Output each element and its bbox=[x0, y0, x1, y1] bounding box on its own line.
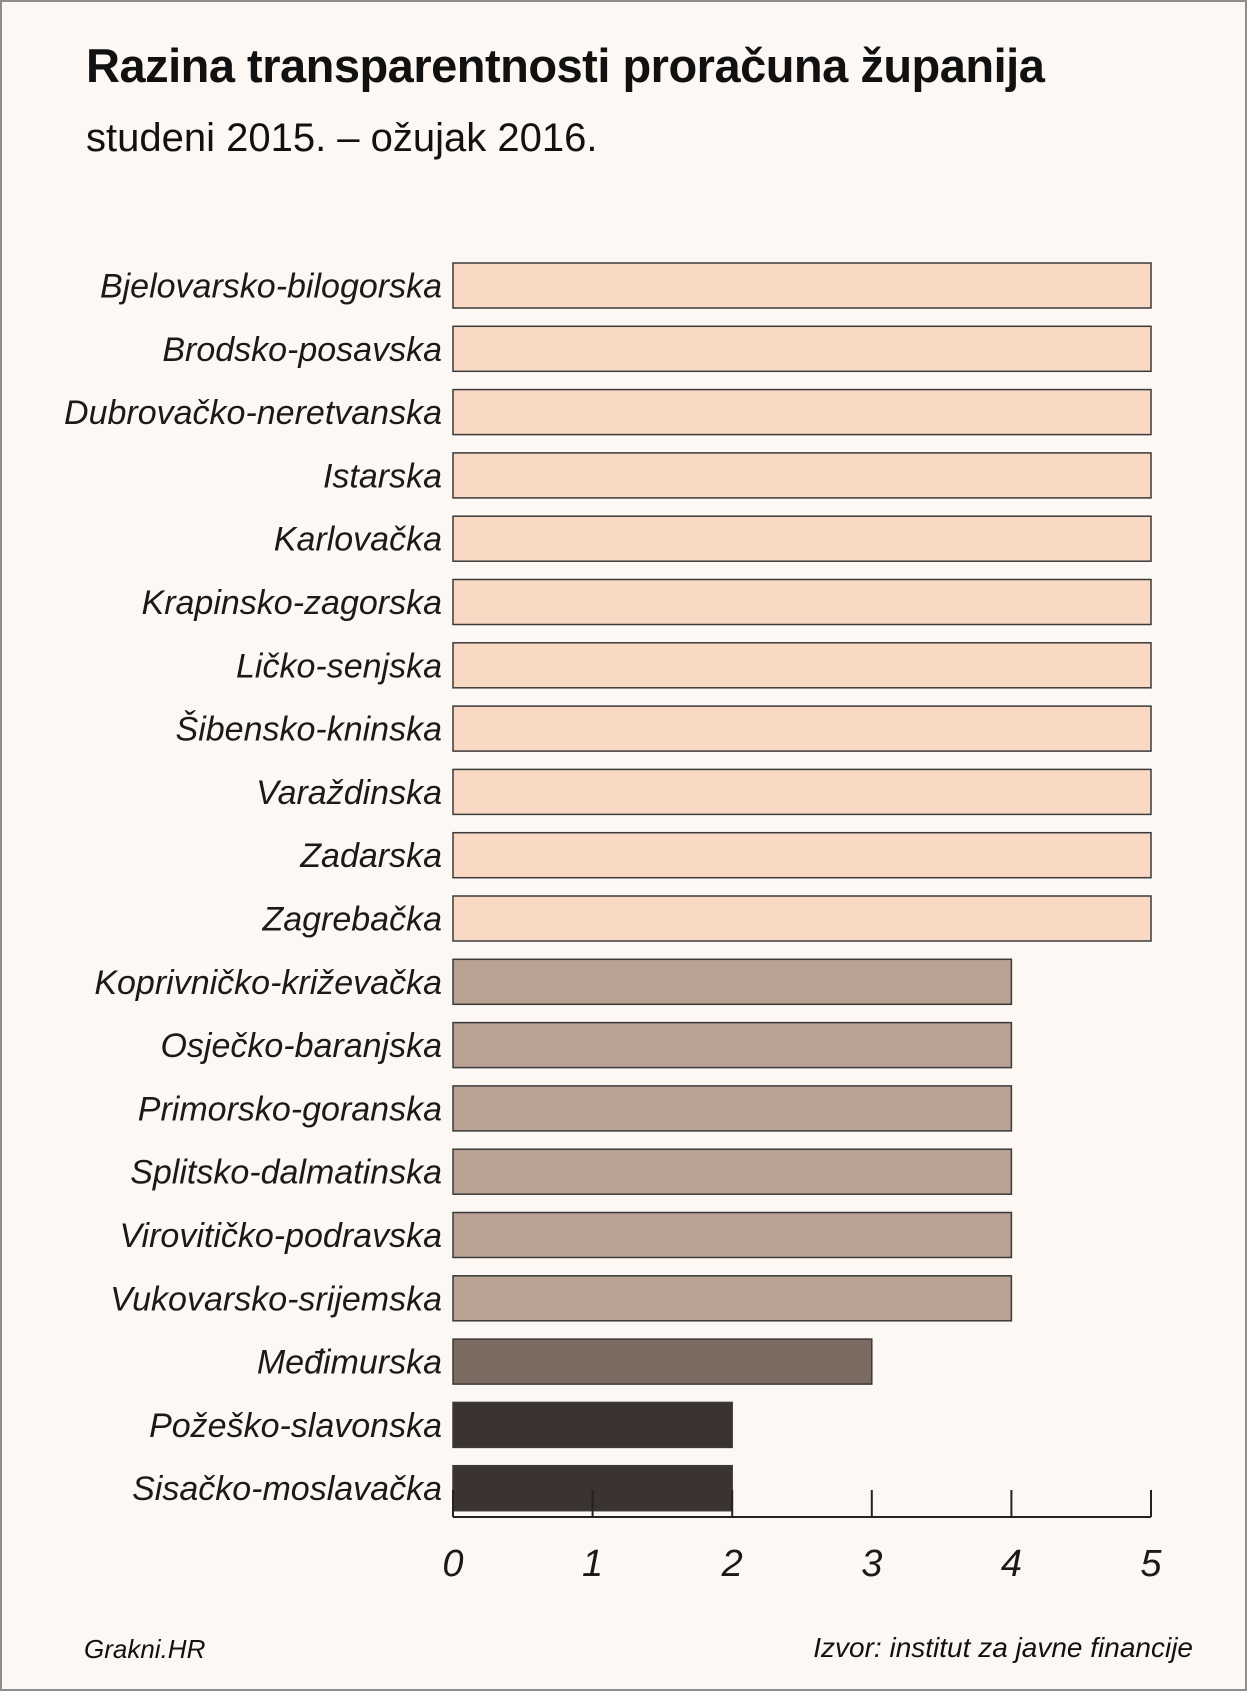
category-label: Krapinsko-zagorska bbox=[142, 584, 442, 622]
bar bbox=[452, 895, 1152, 942]
category-label: Požeško-slavonska bbox=[149, 1407, 442, 1445]
category-label: Ličko-senjska bbox=[236, 647, 442, 685]
category-label: Vukovarsko-srijemska bbox=[110, 1280, 442, 1318]
category-label: Brodsko-posavska bbox=[162, 331, 442, 369]
bar bbox=[452, 1401, 733, 1449]
bar bbox=[452, 1275, 1013, 1322]
x-tick-label: 1 bbox=[582, 1543, 603, 1585]
category-label: Karlovačka bbox=[274, 521, 442, 559]
category-label: Istarska bbox=[323, 457, 442, 495]
category-label: Zagrebačka bbox=[261, 901, 442, 939]
bar bbox=[452, 388, 1152, 436]
bar bbox=[452, 642, 1152, 689]
bar bbox=[452, 515, 1152, 562]
x-tick-label: 0 bbox=[442, 1543, 463, 1585]
category-label: Bjelovarsko-bilogorska bbox=[100, 268, 442, 306]
bar bbox=[452, 705, 1152, 752]
category-label: Varaždinska bbox=[256, 774, 442, 812]
category-label: Koprivničko-križevačka bbox=[94, 964, 442, 1002]
chart-title: Razina transparentnosti proračuna župani… bbox=[86, 39, 1045, 92]
category-label: Splitsko-dalmatinska bbox=[130, 1154, 442, 1192]
bar bbox=[452, 1211, 1013, 1259]
bar bbox=[452, 1085, 1013, 1132]
category-label: Virovitičko-podravska bbox=[119, 1217, 442, 1255]
bar bbox=[452, 1021, 1013, 1069]
category-label: Međimurska bbox=[257, 1344, 442, 1382]
chart-subtitle: studeni 2015. – ožujak 2016. bbox=[86, 116, 598, 160]
x-tick-label: 3 bbox=[861, 1543, 882, 1585]
bar bbox=[452, 1148, 1013, 1195]
category-label: Primorsko-goranska bbox=[138, 1090, 442, 1128]
category-label: Osječko-baranjska bbox=[160, 1027, 442, 1065]
x-tick-label: 2 bbox=[721, 1543, 743, 1585]
bar bbox=[452, 325, 1152, 373]
bar bbox=[452, 958, 1013, 1006]
bar bbox=[452, 578, 1152, 626]
bar bbox=[452, 768, 1152, 816]
x-tick-label: 4 bbox=[1001, 1543, 1022, 1585]
category-label: Zadarska bbox=[299, 837, 442, 875]
footer-credit: Grakni.HR bbox=[84, 1634, 206, 1664]
bar bbox=[452, 262, 1152, 309]
category-label: Dubrovačko-neretvanska bbox=[64, 394, 442, 432]
x-tick-label: 5 bbox=[1140, 1543, 1162, 1585]
category-label: Šibensko-kninska bbox=[176, 711, 442, 749]
bar bbox=[452, 452, 1152, 499]
category-label: Sisačko-moslavačka bbox=[132, 1470, 442, 1508]
footer-source: Izvor: institut za javne financije bbox=[813, 1632, 1193, 1663]
bar bbox=[452, 831, 1152, 879]
bar bbox=[452, 1338, 873, 1385]
